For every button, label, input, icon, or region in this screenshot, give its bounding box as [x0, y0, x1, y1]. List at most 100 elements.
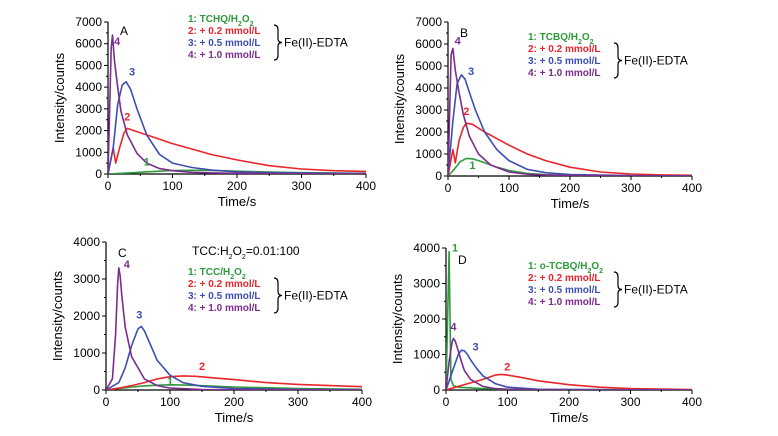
y-tick-label: 4000: [75, 80, 102, 94]
legend-entry-4: 4: + 1.0 mmol/L: [188, 50, 261, 61]
legend-entry-1: 1: TCC/H2O2: [188, 267, 246, 281]
y-tick-label: 5000: [415, 59, 442, 73]
y-tick-label: 1000: [73, 346, 100, 360]
series-4-line: [448, 47, 692, 176]
x-tick-label: 200: [227, 179, 247, 193]
panel-letter: D: [458, 253, 467, 267]
x-tick-label: 400: [352, 395, 372, 409]
series-3-line: [106, 325, 362, 390]
x-tick-label: 0: [445, 181, 452, 195]
y-axis-label: Intensity/counts: [390, 273, 405, 364]
curve-label-4: 4: [114, 36, 121, 48]
ratio-annotation: TCC:H2O2=0.01:100: [192, 244, 300, 261]
curve-label-1: 1: [167, 376, 173, 388]
legend-group-label: Fe(II)-EDTA: [284, 36, 348, 50]
series-4-line: [446, 337, 692, 390]
x-axis-label: Time/s: [218, 194, 257, 209]
curve-label-4: 4: [455, 35, 462, 47]
legend-entry-3: 3: + 0.5 mmol/L: [528, 56, 601, 67]
panel-letter: B: [460, 26, 468, 40]
panel-A: 0 100 200 300 400010002000300040005000600070…: [52, 14, 376, 209]
x-tick-label: 100: [499, 181, 519, 195]
x-tick-label: 300: [620, 395, 640, 409]
x-tick-label: 200: [560, 181, 580, 195]
y-tick-label: 3000: [75, 102, 102, 116]
y-tick-label: 1000: [413, 348, 440, 362]
x-tick-label: 100: [160, 395, 180, 409]
curve-label-3: 3: [136, 309, 142, 321]
legend-group-label: Fe(II)-EDTA: [624, 54, 688, 68]
series-3-line: [448, 74, 692, 176]
x-axis-label: Time/s: [551, 196, 590, 211]
panel-B: 0 100 200 300 400010002000300040005000600070…: [392, 15, 702, 211]
x-tick-label: 400: [682, 181, 702, 195]
y-tick-label: 4000: [73, 235, 100, 249]
x-tick-label: 0: [443, 395, 450, 409]
y-tick-label: 3000: [415, 103, 442, 117]
x-axis-label: Time/s: [550, 410, 589, 425]
y-tick-label: 3000: [413, 277, 440, 291]
x-tick-label: 0: [103, 395, 110, 409]
legend-group-label: Fe(II)-EDTA: [284, 289, 348, 303]
legend-entry-4: 4: + 1.0 mmol/L: [528, 68, 601, 79]
y-tick-label: 1000: [75, 145, 102, 159]
y-tick-label: 4000: [413, 241, 440, 255]
x-tick-label: 0: [105, 179, 112, 193]
y-tick-label: 2000: [415, 125, 442, 139]
curve-label-3: 3: [468, 66, 474, 78]
series-4-line: [108, 34, 366, 174]
y-tick-label: 7000: [415, 15, 442, 29]
series-1-line: [106, 383, 362, 390]
y-tick-label: 0: [95, 167, 102, 181]
curve-label-2: 2: [463, 106, 469, 118]
legend-entry-3: 3: + 0.5 mmol/L: [188, 38, 261, 49]
y-tick-label: 7000: [75, 15, 102, 29]
y-tick-label: 0: [435, 169, 442, 183]
y-axis-label: Intensity/counts: [50, 270, 65, 361]
legend-brace: [613, 271, 623, 308]
curve-label-1: 1: [452, 243, 458, 255]
legend-entry-2: 2: + 0.2 mmol/L: [188, 279, 261, 290]
x-tick-label: 400: [356, 179, 376, 193]
series-2-line: [108, 127, 366, 174]
curve-label-1: 1: [469, 160, 475, 172]
y-tick-label: 2000: [75, 124, 102, 138]
curve-label-1: 1: [144, 156, 150, 168]
y-tick-label: 6000: [415, 37, 442, 51]
series-2-line: [446, 373, 692, 390]
legend-entry-1: 1: TCBQ/H2O2: [528, 32, 594, 46]
y-tick-label: 2000: [73, 309, 100, 323]
x-tick-label: 300: [291, 179, 311, 193]
legend-brace: [613, 42, 623, 79]
x-tick-label: 300: [621, 181, 641, 195]
curve-label-3: 3: [472, 342, 478, 354]
curve-label-2: 2: [199, 361, 205, 373]
y-tick-label: 6000: [75, 37, 102, 51]
curve-label-4: 4: [450, 322, 457, 334]
x-tick-label: 200: [559, 395, 579, 409]
legend-entry-4: 4: + 1.0 mmol/L: [528, 297, 601, 308]
curve-label-3: 3: [129, 67, 135, 79]
legend-entry-2: 2: + 0.2 mmol/L: [188, 26, 261, 37]
y-tick-label: 3000: [73, 272, 100, 286]
x-tick-label: 100: [162, 179, 182, 193]
legend-entry-1: 1: TCHQ/H2O2: [188, 14, 254, 28]
legend-entry-4: 4: + 1.0 mmol/L: [188, 303, 261, 314]
y-tick-label: 5000: [75, 58, 102, 72]
legend-entry-2: 2: + 0.2 mmol/L: [528, 44, 601, 55]
y-tick-label: 2000: [413, 312, 440, 326]
y-tick-label: 1000: [415, 147, 442, 161]
legend-group-label: Fe(II)-EDTA: [624, 283, 688, 297]
series-2-line: [106, 375, 362, 390]
y-tick-label: 0: [93, 383, 100, 397]
y-axis-label: Intensity/counts: [52, 52, 67, 143]
legend-entry-3: 3: + 0.5 mmol/L: [188, 291, 261, 302]
legend-entry-2: 2: + 0.2 mmol/L: [528, 273, 601, 284]
curve-label-2: 2: [504, 361, 510, 373]
series-3-line: [108, 80, 366, 174]
panel-letter: A: [120, 24, 128, 38]
x-axis-label: Time/s: [215, 410, 254, 425]
curve-label-4: 4: [124, 259, 131, 271]
x-tick-label: 400: [682, 395, 702, 409]
legend-entry-3: 3: + 0.5 mmol/L: [528, 285, 601, 296]
